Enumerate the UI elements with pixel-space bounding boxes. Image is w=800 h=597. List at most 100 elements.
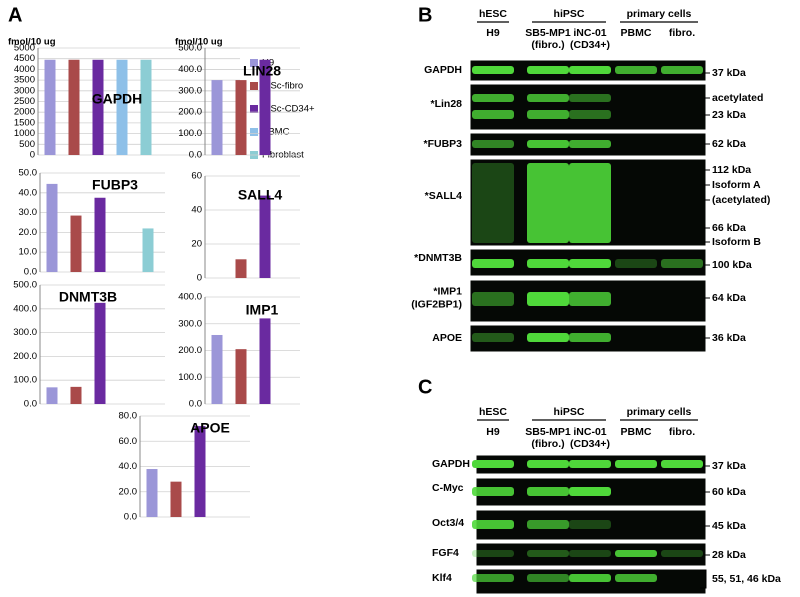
y-tick-label: 3000	[14, 85, 35, 96]
legend-label: iPSc-fibro	[262, 81, 303, 92]
y-tick-label: 0.0	[24, 399, 37, 410]
band	[527, 163, 569, 243]
y-tick-label: 100.0	[13, 375, 37, 386]
lane-label: (fibro.)	[531, 39, 564, 51]
size-marker: 28 kDa	[712, 549, 746, 561]
band	[472, 460, 514, 468]
band	[569, 487, 611, 496]
row-label: *DNMT3B	[414, 252, 462, 264]
chart-title: APOE	[190, 420, 230, 436]
bar	[235, 80, 247, 155]
size-marker: 45 kDa	[712, 520, 746, 532]
lane-label: (CD34+)	[570, 438, 610, 450]
band	[527, 66, 569, 74]
y-tick-label: 300.0	[178, 318, 202, 329]
bar	[140, 59, 152, 155]
chart-title: SALL4	[238, 187, 283, 203]
band	[615, 460, 657, 468]
band	[661, 550, 703, 557]
size-marker: 66 kDa	[712, 222, 746, 234]
band	[569, 292, 611, 306]
band	[569, 574, 611, 582]
bar	[68, 59, 80, 155]
group-label: hiPSC	[554, 406, 585, 418]
bar	[259, 195, 271, 278]
row-label: Klf4	[432, 572, 452, 584]
legend-label: iPSc-CD34+	[262, 104, 315, 115]
y-tick-label: 80.0	[119, 411, 138, 422]
bar	[116, 59, 128, 155]
y-tick-label: 100.0	[178, 128, 202, 139]
bar	[211, 80, 223, 155]
size-marker: 100 kDa	[712, 259, 752, 271]
bar	[94, 302, 106, 404]
band	[472, 292, 514, 306]
legend-swatch	[250, 82, 258, 90]
band	[527, 550, 569, 557]
y-tick-label: 1500	[14, 117, 35, 128]
row-label: *Lin28	[430, 98, 462, 110]
band	[569, 460, 611, 468]
band	[661, 259, 703, 268]
band	[569, 66, 611, 74]
row-label: GAPDH	[424, 64, 462, 76]
band	[569, 163, 611, 243]
band	[527, 292, 569, 306]
band	[661, 460, 703, 468]
size-marker: Isoform A	[712, 179, 761, 191]
band	[472, 487, 514, 496]
y-tick-label: 50.0	[19, 168, 38, 179]
y-tick-label: 500	[19, 139, 35, 150]
lane-label: (fibro.)	[531, 438, 564, 450]
bar	[142, 228, 154, 272]
bracket	[700, 569, 707, 589]
bar	[46, 387, 58, 404]
row-label: GAPDH	[432, 458, 470, 470]
band	[569, 333, 611, 342]
y-tick-label: 40.0	[19, 187, 38, 198]
band	[615, 66, 657, 74]
band	[615, 574, 657, 582]
y-tick-label: 4000	[14, 64, 35, 75]
y-tick-label: 40.0	[119, 461, 138, 472]
bar	[235, 349, 247, 404]
y-tick-label: 5000	[14, 43, 35, 54]
size-marker: 37 kDa	[712, 460, 746, 472]
size-marker: 37 kDa	[712, 67, 746, 79]
y-tick-label: 0.0	[24, 267, 37, 278]
panel-label: B	[418, 4, 432, 26]
band	[569, 520, 611, 529]
y-tick-label: 0	[30, 150, 35, 161]
y-tick-label: 400.0	[13, 303, 37, 314]
chart-title: FUBP3	[92, 177, 138, 193]
chart-title: DNMT3B	[59, 289, 117, 305]
legend-swatch	[250, 128, 258, 136]
group-label: hiPSC	[554, 8, 585, 20]
y-tick-label: 0.0	[124, 512, 137, 523]
y-tick-label: 0.0	[189, 150, 202, 161]
panel-label: C	[418, 376, 432, 398]
band	[472, 333, 514, 342]
band	[569, 140, 611, 148]
bar	[259, 59, 271, 155]
band	[527, 460, 569, 468]
y-tick-label: 200.0	[178, 345, 202, 356]
lane-label: PBMC	[621, 426, 652, 438]
band	[527, 94, 569, 102]
bar	[46, 183, 58, 272]
y-tick-label: 200.0	[13, 351, 37, 362]
band	[569, 550, 611, 557]
chart-title: IMP1	[246, 302, 279, 318]
bar	[211, 334, 223, 404]
size-marker: Isoform B	[712, 236, 761, 248]
y-tick-label: 10.0	[19, 247, 38, 258]
y-tick-label: 400.0	[178, 292, 202, 303]
row-label: *FUBP3	[423, 138, 462, 150]
bar	[170, 481, 182, 517]
lane-label: iNC-01	[573, 27, 606, 39]
group-label: hESC	[479, 406, 507, 418]
y-tick-label: 2000	[14, 107, 35, 118]
row-label: *SALL4	[425, 190, 463, 202]
band	[472, 163, 514, 243]
